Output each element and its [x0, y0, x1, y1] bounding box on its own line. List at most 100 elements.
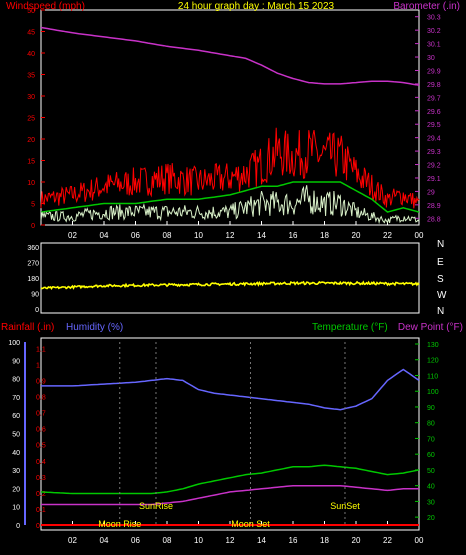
- climate-x-tick-label: 08: [163, 536, 172, 545]
- compass-label: E: [437, 257, 444, 268]
- wind-x-tick-label: 14: [257, 231, 266, 240]
- temp-tick-label: 80: [427, 421, 435, 428]
- compass-label: N: [437, 306, 444, 317]
- wind-tick-label: 50: [27, 8, 35, 15]
- humidity-tick-label: 100: [8, 340, 20, 347]
- dewpoint-axis-label: Dew Point (°F): [398, 322, 463, 333]
- wind-tick-label: 25: [27, 116, 35, 123]
- temp-tick-label: 90: [427, 405, 435, 412]
- compass-label: W: [437, 290, 447, 301]
- chart-title: 24 hour graph day : March 15 2023: [178, 1, 335, 12]
- rain-tick-label: 0.2: [36, 491, 46, 498]
- wind-x-tick-label: 08: [163, 231, 172, 240]
- climate-panel-frame: [40, 337, 420, 531]
- wind-tick-label: 10: [27, 180, 35, 187]
- humidity-tick-label: 70: [12, 395, 20, 402]
- barometer-tick-label: 30.2: [427, 28, 441, 35]
- barometer-tick-label: 29.7: [427, 95, 441, 102]
- event-marker-label: SunSet: [330, 501, 360, 511]
- direction-tick-label: 360: [27, 245, 39, 252]
- wind-x-tick-label: 18: [320, 231, 329, 240]
- humidity-series-line: [41, 368, 420, 411]
- barometer-tick-label: 29.5: [427, 122, 441, 129]
- direction-tick-label: 90: [31, 292, 39, 299]
- wind-tick-label: 15: [27, 159, 35, 166]
- temp-tick-label: 70: [427, 436, 435, 443]
- wind-tick-label: 45: [27, 30, 35, 37]
- barometer-tick-label: 28.8: [427, 216, 441, 223]
- barometer-series-line: [40, 26, 420, 87]
- wind-x-tick-label: 04: [100, 231, 109, 240]
- rain-tick-label: 0.4: [36, 459, 46, 466]
- wind-x-tick-label: 22: [383, 231, 392, 240]
- climate-x-tick-label: 14: [257, 536, 266, 545]
- temp-tick-label: 130: [427, 342, 439, 349]
- wind-tick-label: 0: [31, 223, 35, 230]
- barometer-tick-label: 29: [427, 189, 435, 196]
- temp-tick-label: 50: [427, 468, 435, 475]
- humidity-tick-label: 40: [12, 450, 20, 457]
- direction-tick-label: 0: [35, 307, 39, 314]
- barometer-tick-label: 29.3: [427, 149, 441, 156]
- wind-x-tick-label: 16: [289, 231, 298, 240]
- humidity-tick-label: 90: [12, 358, 20, 365]
- climate-x-tick-label: 22: [383, 536, 392, 545]
- wind-series-line: [40, 127, 420, 209]
- wind-series-line: [40, 181, 420, 213]
- event-marker-label: Moon Rise: [98, 519, 141, 529]
- rain-tick-label: 1: [36, 362, 40, 369]
- wind-series-line: [40, 185, 420, 225]
- climate-x-tick-label: 18: [320, 536, 329, 545]
- humidity-tick-label: 60: [12, 413, 20, 420]
- rain-tick-label: 1.1: [36, 346, 46, 353]
- rain-tick-label: 0.9: [36, 379, 46, 386]
- temp-tick-label: 20: [427, 515, 435, 522]
- climate-x-tick-label: 06: [131, 536, 140, 545]
- climate-x-tick-label: 02: [68, 536, 77, 545]
- barometer-tick-label: 29.9: [427, 68, 441, 75]
- temp-tick-label: 110: [427, 373, 438, 380]
- rain-tick-label: 0.5: [36, 443, 46, 450]
- temp-tick-label: 100: [427, 389, 439, 396]
- rain-tick-label: 0.1: [36, 507, 46, 514]
- direction-panel-frame: [40, 242, 420, 314]
- event-marker-label: SunRise: [139, 501, 173, 511]
- climate-x-tick-label: 12: [226, 536, 235, 545]
- rain-tick-label: 0.6: [36, 427, 46, 434]
- climate-x-tick-label: 10: [194, 536, 203, 545]
- climate-x-tick-label: 04: [100, 536, 109, 545]
- climate-x-tick-label: 20: [352, 536, 361, 545]
- humidity-tick-label: 20: [12, 486, 20, 493]
- wind-axis-label: Windspeed (mph): [6, 1, 85, 12]
- temp-tick-label: 40: [427, 484, 435, 491]
- humidity-tick-label: 80: [12, 377, 20, 384]
- compass-label: N: [437, 239, 444, 250]
- rainfall-axis-label: Rainfall (.in): [1, 322, 54, 333]
- humidity-tick-label: 10: [12, 505, 20, 512]
- wind-x-tick-label: 00: [415, 231, 424, 240]
- direction-tick-label: 270: [27, 261, 39, 268]
- wind-tick-label: 20: [27, 137, 35, 144]
- temperature-axis-label: Temperature (°F): [312, 322, 388, 333]
- climate-x-tick-label: 16: [289, 536, 298, 545]
- barometer-tick-label: 29.8: [427, 82, 441, 89]
- wind-tick-label: 30: [27, 94, 35, 101]
- wind-tick-label: 40: [27, 51, 35, 58]
- temp-tick-label: 30: [427, 499, 435, 506]
- wind-tick-label: 35: [27, 73, 35, 80]
- rain-tick-label: 0.8: [36, 395, 46, 402]
- wind-x-tick-label: 10: [194, 231, 203, 240]
- wind-tick-label: 5: [31, 202, 35, 209]
- barometer-tick-label: 29.2: [427, 163, 441, 170]
- wind-direction-line: [40, 280, 420, 290]
- humidity-axis-label: Humidity (%): [66, 322, 123, 333]
- rain-tick-label: 0: [36, 523, 40, 530]
- temperature-series-line: [40, 464, 420, 495]
- temp-tick-label: 60: [427, 452, 435, 459]
- temp-tick-label: 120: [427, 358, 439, 365]
- wind-x-tick-label: 06: [131, 231, 140, 240]
- humidity-tick-label: 30: [12, 468, 20, 475]
- compass-label: S: [437, 274, 444, 285]
